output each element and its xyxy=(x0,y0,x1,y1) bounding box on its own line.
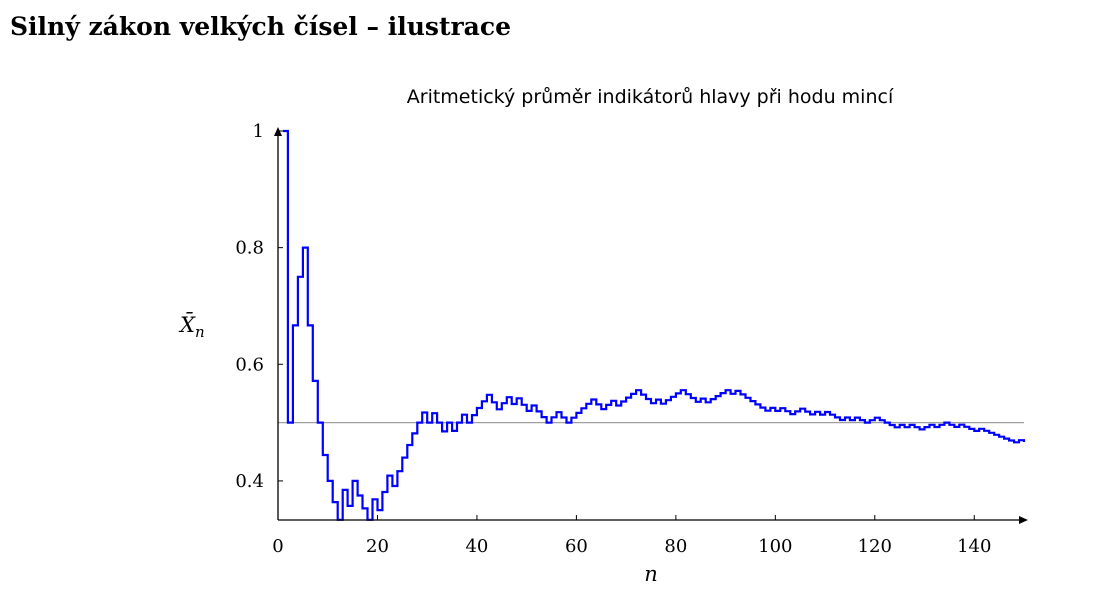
x-tick-label: 80 xyxy=(664,536,687,557)
y-tick-label: 0.4 xyxy=(235,471,264,492)
x-tick-label: 0 xyxy=(272,536,283,557)
x-tick-label: 60 xyxy=(565,536,588,557)
page-heading: Silný zákon velkých čísel – ilustrace xyxy=(10,12,512,41)
x-tick-label: 20 xyxy=(366,536,389,557)
x-tick-label: 100 xyxy=(758,536,792,557)
y-ticks: 0.4 0.6 0.8 1 xyxy=(235,121,283,492)
x-tick-label: 120 xyxy=(858,536,892,557)
y-axis-label: X̄n xyxy=(178,312,205,341)
y-tick-label: 1 xyxy=(253,121,264,142)
y-axis-label-main: X̄ xyxy=(178,312,196,337)
chart-title: Aritmetický průměr indikátorů hlavy při … xyxy=(407,86,894,108)
series-running-mean xyxy=(283,129,1026,521)
x-tick-label: 40 xyxy=(465,536,488,557)
x-axis-arrowhead xyxy=(1019,516,1028,524)
y-tick-label: 0.8 xyxy=(235,238,264,259)
y-tick-label: 0.6 xyxy=(235,354,264,375)
x-tick-label: 140 xyxy=(957,536,991,557)
x-axis-label: n xyxy=(644,562,658,586)
y-axis-label-subscript: n xyxy=(195,323,205,341)
x-ticks: 0 20 40 60 80 100 120 140 xyxy=(272,515,991,557)
